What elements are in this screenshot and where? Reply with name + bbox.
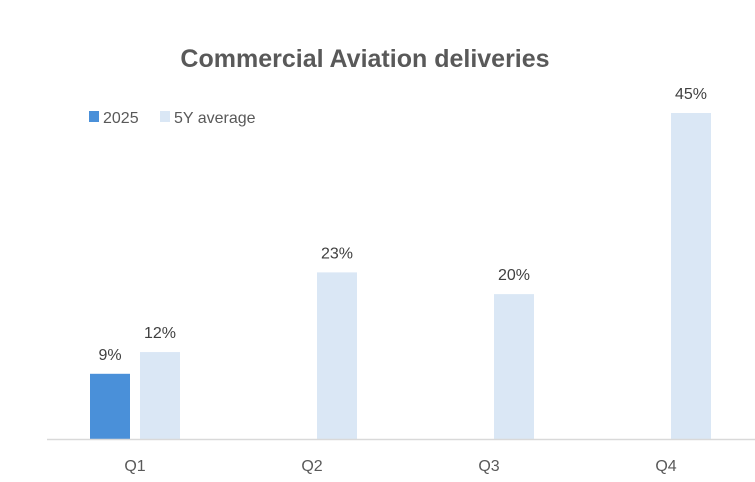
data-label-5y-average-q4: 45%	[675, 86, 707, 103]
legend-label: 5Y average	[174, 110, 256, 127]
data-label-5y-average-q1: 12%	[144, 325, 176, 342]
x-tick-label-q1: Q1	[124, 458, 145, 475]
data-label-2025-q1: 9%	[98, 347, 121, 364]
bar-2025-q1	[90, 373, 130, 439]
x-tick-labels: Q1 Q2 Q3 Q4	[124, 458, 676, 475]
legend-item-5y-average: 5Y average	[160, 110, 256, 127]
data-labels: 9% 12% 23% 20% 45%	[98, 86, 707, 364]
bars	[90, 113, 711, 439]
data-label-5y-average-q2: 23%	[321, 245, 353, 262]
bar-5y-average-q2	[317, 272, 357, 439]
x-tick-label-q3: Q3	[478, 458, 499, 475]
legend: 2025 5Y average	[89, 110, 256, 127]
data-label-5y-average-q3: 20%	[498, 267, 530, 284]
bar-5y-average-q1	[140, 352, 180, 439]
legend-label: 2025	[103, 110, 139, 127]
x-tick-label-q4: Q4	[655, 458, 676, 475]
bar-5y-average-q4	[671, 113, 711, 439]
legend-swatch	[160, 111, 170, 122]
x-tick-label-q2: Q2	[301, 458, 322, 475]
legend-item-2025: 2025	[89, 110, 139, 127]
bar-5y-average-q3	[494, 294, 534, 439]
legend-swatch	[89, 111, 99, 122]
chart-title: Commercial Aviation deliveries	[180, 45, 549, 73]
